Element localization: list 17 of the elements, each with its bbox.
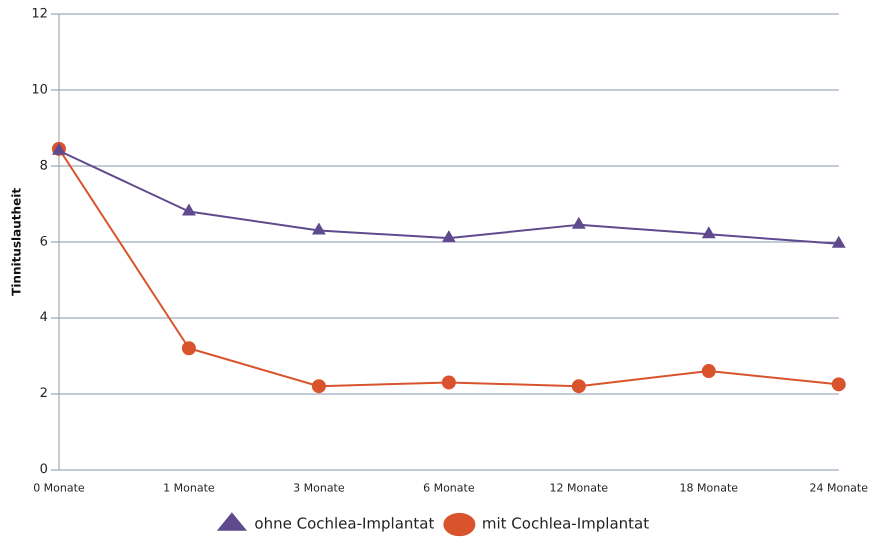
x-tick-label: 12 Monate [550,481,608,494]
legend-label: ohne Cochlea-Implantat [254,514,434,532]
y-tick-label: 4 [40,310,48,326]
y-tick-label: 2 [40,386,48,402]
x-tick-label: 3 Monate [293,481,345,494]
x-tick-label: 6 Monate [423,481,475,494]
y-tick-label: 8 [40,158,48,174]
y-tick-label: 10 [31,82,48,98]
x-tick-label: 0 Monate [33,481,85,494]
y-tick-label: 6 [40,234,48,250]
legend-label: mit Cochlea-Implantat [482,514,650,532]
x-tick-label: 1 Monate [163,481,215,494]
y-axis-title: Tinnituslautheit [9,188,24,296]
x-tick-label: 24 Monate [809,481,868,494]
y-tick-label: 0 [40,462,48,478]
y-tick-label: 12 [31,6,48,22]
x-tick-label: 18 Monate [680,481,738,494]
